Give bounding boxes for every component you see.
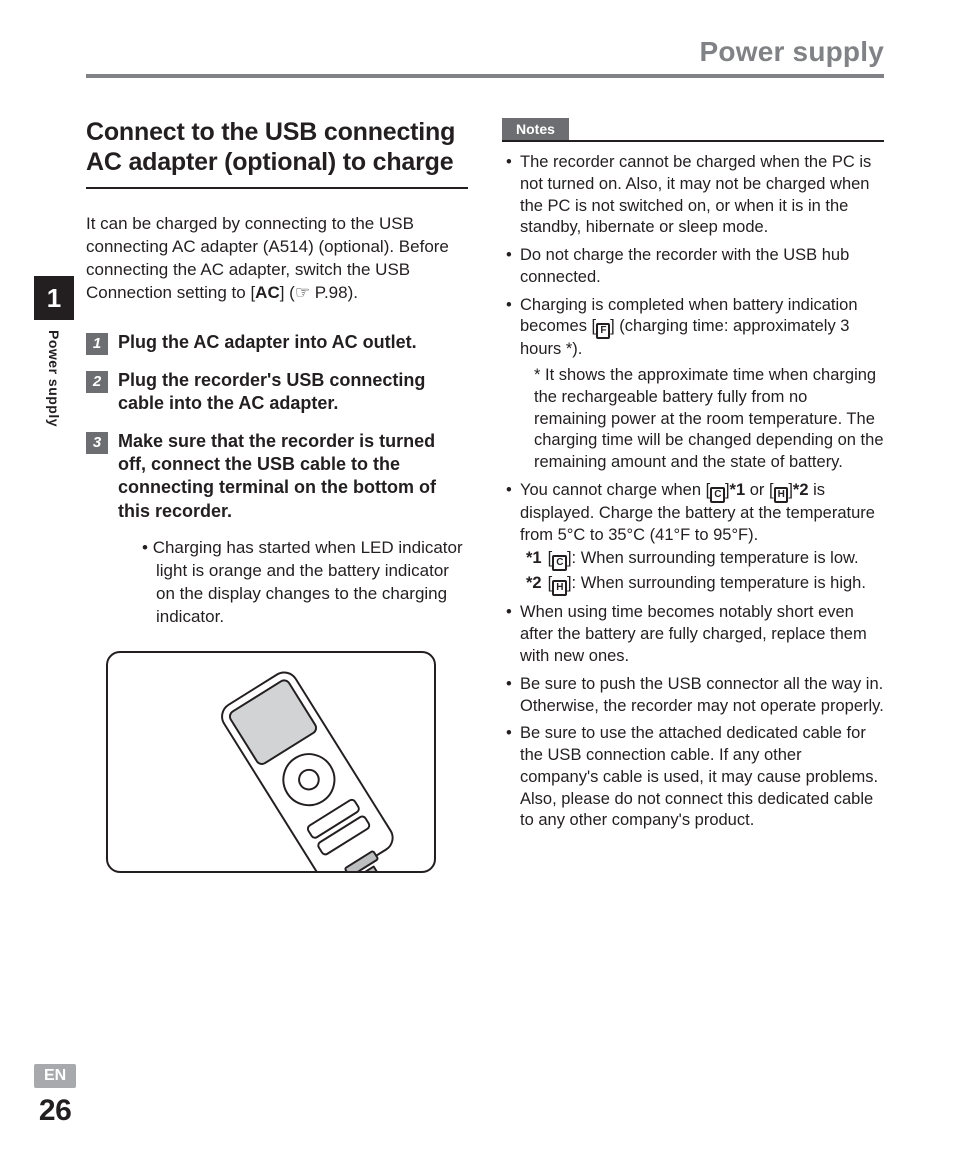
footnote-text: [H]: When surrounding temperature is hig… xyxy=(548,573,866,596)
step-number-badge: 2 xyxy=(86,371,108,393)
notes-tab: Notes xyxy=(502,118,569,140)
section-rule xyxy=(86,187,468,189)
step-2-text: Plug the recorder's USB connecting cable… xyxy=(118,369,468,416)
intro-ac-label: AC xyxy=(255,283,280,302)
page-footer: EN 26 xyxy=(34,1064,76,1128)
right-column: Notes The recorder cannot be charged whe… xyxy=(502,118,884,873)
note-item: Charging is completed when battery indic… xyxy=(502,295,884,474)
footnote-body: ]: When surrounding temperature is high. xyxy=(567,574,866,592)
note-item: When using time becomes notably short ev… xyxy=(502,602,884,667)
step-3-substep: Charging has started when LED indicator … xyxy=(142,537,468,629)
step-3-text: Make sure that the recorder is turned of… xyxy=(118,430,468,524)
page-number: 26 xyxy=(39,1094,71,1128)
intro-paragraph: It can be charged by connecting to the U… xyxy=(86,213,468,305)
step-number-badge: 1 xyxy=(86,333,108,355)
note-item: The recorder cannot be charged when the … xyxy=(502,152,884,239)
two-column-layout: Connect to the USB connecting AC adapter… xyxy=(86,118,884,873)
temp-high-icon: H xyxy=(552,580,567,596)
note-text: or [ xyxy=(745,481,773,499)
manual-page: Power supply Connect to the USB connecti… xyxy=(0,0,954,1158)
step-3: 3 Make sure that the recorder is turned … xyxy=(86,430,468,524)
section-title: Connect to the USB connecting AC adapter… xyxy=(86,118,468,177)
temp-low-icon: C xyxy=(710,487,725,503)
notes-rule xyxy=(502,140,884,142)
step-1-text: Plug the AC adapter into AC outlet. xyxy=(118,331,417,355)
step-number-badge: 3 xyxy=(86,432,108,454)
step-1: 1 Plug the AC adapter into AC outlet. xyxy=(86,331,468,355)
footnote-label: *1 xyxy=(526,548,542,571)
intro-text-post: ] (☞ P.98). xyxy=(280,283,358,302)
header-rule xyxy=(86,74,884,78)
note-item: You cannot charge when [C]*1 or [H]*2 is… xyxy=(502,480,884,597)
temp-high-icon: H xyxy=(774,487,789,503)
language-badge: EN xyxy=(34,1064,76,1088)
footnote-ref-1: *1 xyxy=(730,481,746,499)
note-item: Be sure to use the attached dedicated ca… xyxy=(502,723,884,832)
note-footnote-1: *1 [C]: When surrounding temperature is … xyxy=(520,548,884,571)
chapter-number: 1 xyxy=(34,276,74,320)
recorder-usb-illustration xyxy=(106,651,436,873)
step-2: 2 Plug the recorder's USB connecting cab… xyxy=(86,369,468,416)
notes-list: The recorder cannot be charged when the … xyxy=(502,152,884,832)
temp-low-icon: C xyxy=(552,555,567,571)
footnote-text: [C]: When surrounding temperature is low… xyxy=(548,548,859,571)
footnote-body: ]: When surrounding temperature is low. xyxy=(567,549,859,567)
note-subtext: * It shows the approximate time when cha… xyxy=(520,365,884,474)
note-text: You cannot charge when [ xyxy=(520,481,710,499)
footnote-label: *2 xyxy=(526,573,542,596)
running-head: Power supply xyxy=(86,36,884,74)
note-item: Do not charge the recorder with the USB … xyxy=(502,245,884,289)
left-column: Connect to the USB connecting AC adapter… xyxy=(86,118,468,873)
chapter-side-tab: 1 Power supply xyxy=(34,276,74,427)
footnote-ref-2: *2 xyxy=(793,481,809,499)
chapter-label-vertical: Power supply xyxy=(46,330,62,427)
note-item: Be sure to push the USB connector all th… xyxy=(502,674,884,718)
battery-full-icon: F xyxy=(596,323,610,339)
note-footnote-2: *2 [H]: When surrounding temperature is … xyxy=(520,573,884,596)
